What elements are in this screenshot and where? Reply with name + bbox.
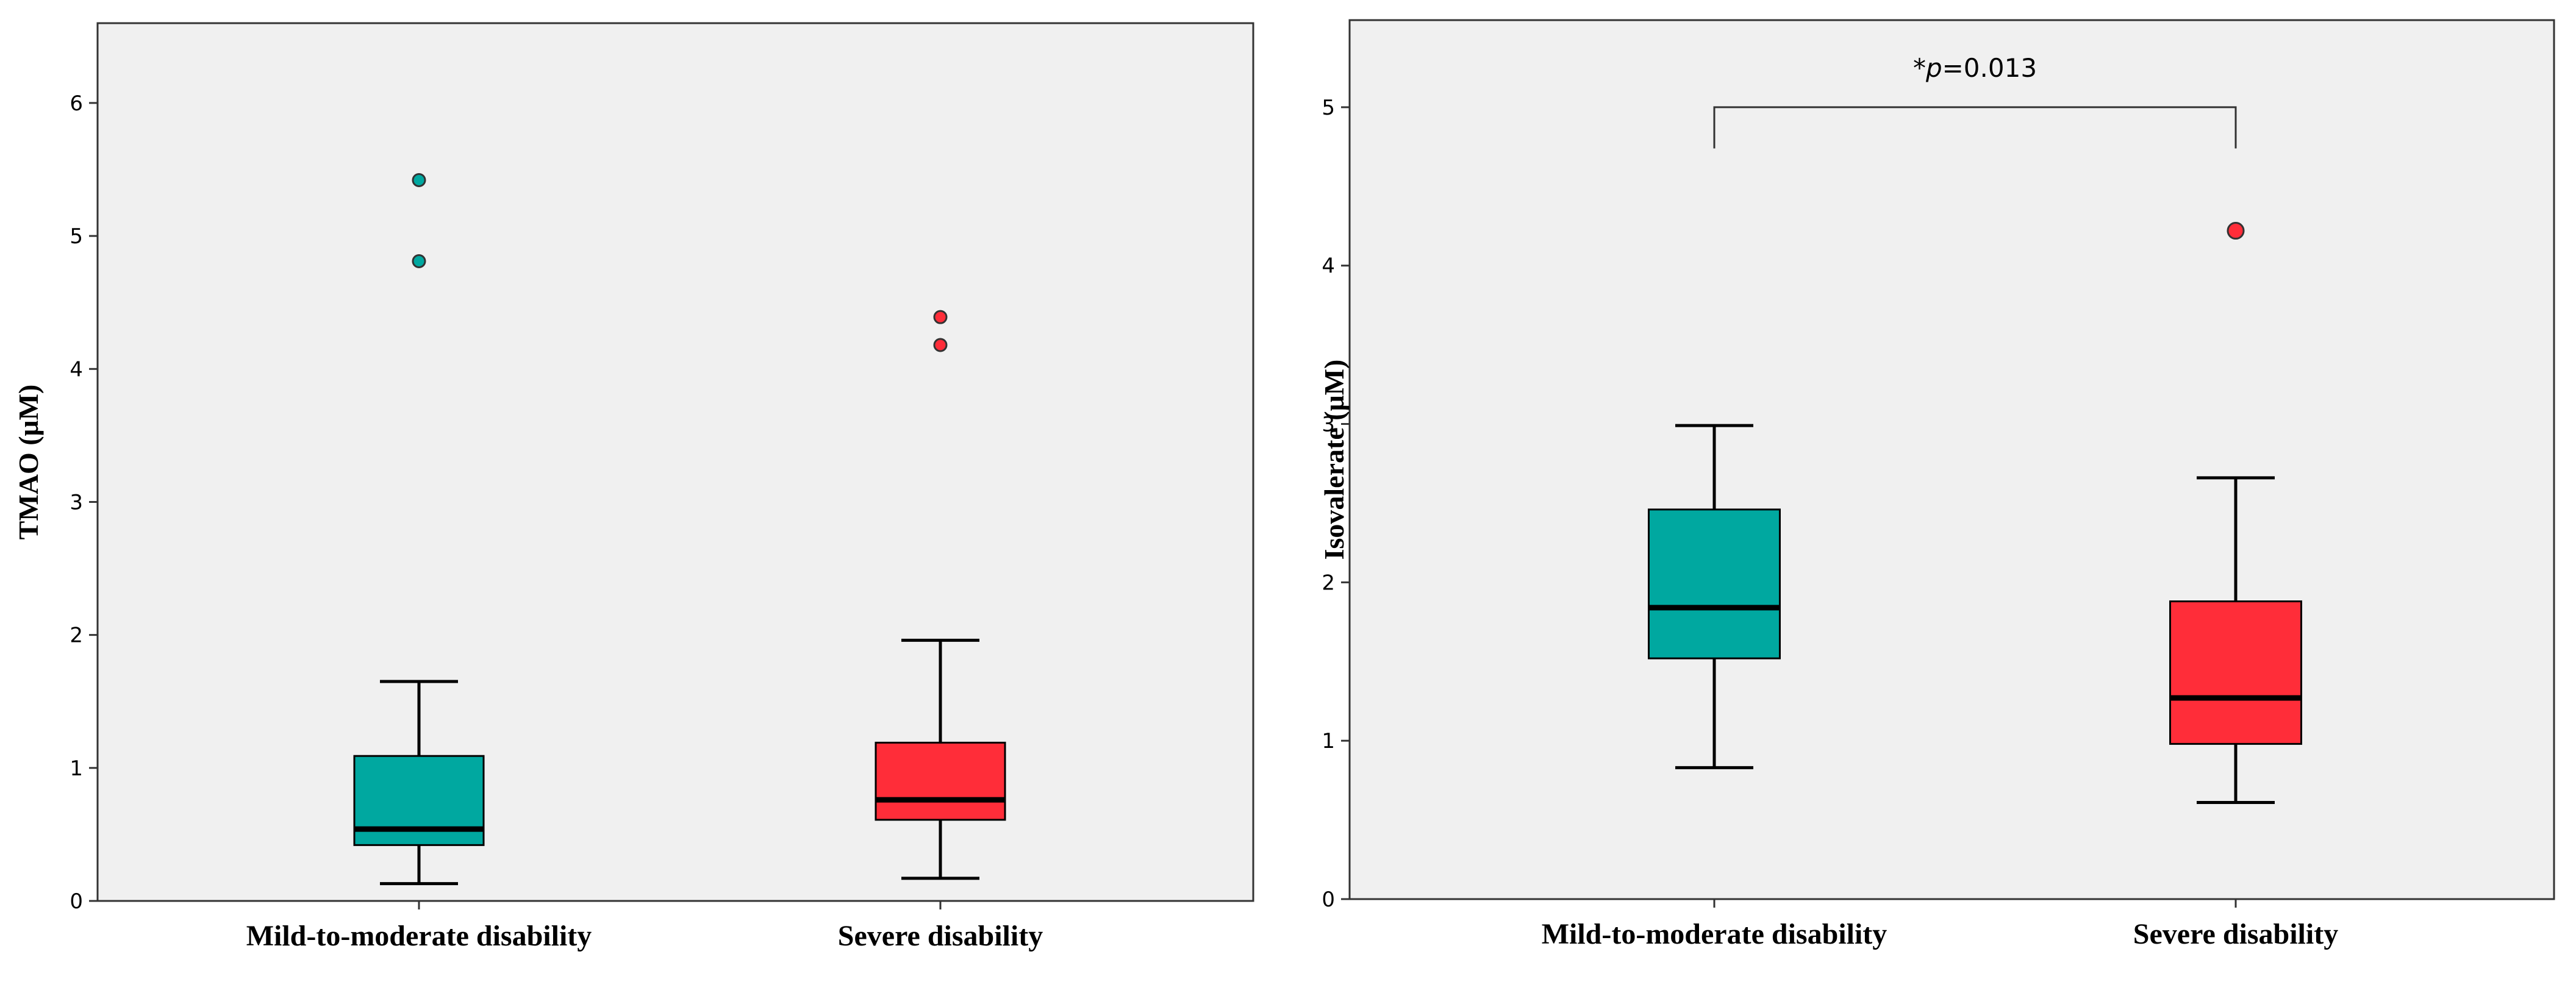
y-tick-label: 6 [70,91,83,116]
y-tick-label: 3 [70,490,83,514]
y-tick-label: 0 [1322,888,1335,912]
y-tick-label: 2 [1322,571,1335,595]
p-value-annotation: *p=0.013 [1913,53,2037,83]
y-tick-label: 5 [70,224,83,249]
p-value-asterisk: * [1913,53,1926,83]
y-tick-label: 4 [1322,254,1335,279]
y-tick-label: 1 [1322,729,1335,753]
y-tick-label: 5 [1322,96,1335,120]
category-label: Mild-to-moderate disability [1542,918,1887,950]
y-tick-label: 4 [70,357,83,382]
outlier-point [412,173,426,187]
box-iqr [2169,600,2302,745]
y-axis-title: TMAO (μM) [13,385,44,540]
outlier-point [933,338,948,352]
y-axis-title: Isovalerate (μM) [1318,360,1350,560]
y-tick-label: 2 [70,624,83,648]
category-label: Severe disability [838,920,1043,952]
y-tick-label: 3 [1322,413,1335,437]
y-tick-label: 0 [70,889,83,914]
outlier-point [412,254,426,269]
significance-bracket [1713,106,2237,149]
p-value-number: =0.013 [1942,53,2037,83]
outlier-point [2227,222,2245,240]
plot-area [1348,19,2555,900]
isovalerate-boxplot-panel: 0 1 2 3 4 5 Isovalerate (μM) Mild-to-moderate d… [1318,19,2555,950]
y-tick-label: 1 [70,756,83,781]
box-iqr [1648,508,1781,660]
category-label: Mild-to-moderate disability [246,920,592,952]
tmao-boxplot-panel: 0 1 2 3 4 5 6 TMAO (μM) Mild-to-moderate disabil… [13,22,1254,952]
box-iqr [875,741,1006,821]
outlier-point [933,310,948,324]
category-label: Severe disability [2133,918,2338,950]
plot-area [96,22,1254,902]
p-value-symbol: p [1925,53,1942,83]
